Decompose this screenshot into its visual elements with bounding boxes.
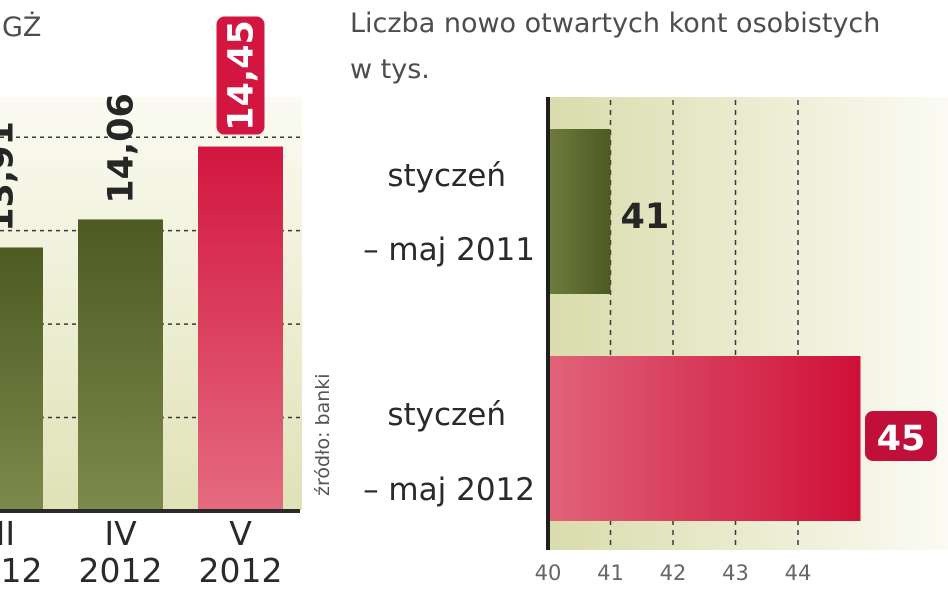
- left-bar: [198, 146, 283, 512]
- left-category-year: 2012: [0, 551, 42, 590]
- right-chart-title-line2: w tys.: [350, 54, 430, 85]
- left-value-label: 13,91: [0, 121, 22, 232]
- left-category-roman: V: [229, 514, 252, 553]
- left-category-labels: III2012IV2012V2012: [0, 514, 282, 590]
- right-chart: Liczba nowo otwartych kont osobistych w …: [350, 8, 948, 585]
- right-value-badge: [865, 411, 937, 461]
- right-bar: [548, 129, 611, 294]
- right-category-line1: styczeń: [387, 397, 506, 433]
- right-tick-label: 43: [722, 561, 749, 585]
- left-value-label: 14,45: [222, 20, 262, 131]
- right-category-line2: – maj 2011: [363, 232, 535, 268]
- right-chart-title-line1: Liczba nowo otwartych kont osobistych: [350, 8, 880, 39]
- right-category-line1: styczeń: [387, 158, 506, 194]
- left-bar: [0, 247, 43, 511]
- left-value-label: 14,06: [102, 93, 142, 204]
- right-bars: 41 45: [548, 129, 937, 521]
- right-category-labels: styczeń – maj 2011 styczeń – maj 2012: [363, 158, 535, 508]
- right-bar: [548, 356, 861, 521]
- right-tick-label: 40: [535, 561, 562, 585]
- left-category-year: 2012: [199, 551, 283, 590]
- left-chart-title-fragment: GŻ: [2, 11, 41, 43]
- right-tick-labels: 40 41 42 43 44: [535, 561, 812, 585]
- right-value-label: 41: [621, 197, 670, 237]
- left-bar: [78, 219, 163, 511]
- right-category-line2: – maj 2012: [363, 472, 535, 508]
- left-bars: 13,91 14,06 14,45: [0, 16, 283, 512]
- left-category-roman: III: [0, 514, 15, 553]
- left-source: źródło: banki: [312, 373, 334, 496]
- right-tick-label: 42: [660, 561, 687, 585]
- left-category-year: 2012: [79, 551, 163, 590]
- left-category-roman: IV: [104, 514, 137, 553]
- right-tick-label: 41: [597, 561, 624, 585]
- right-value-label: 45: [877, 419, 926, 459]
- right-tick-label: 44: [785, 561, 812, 585]
- left-value-badge: [216, 16, 265, 135]
